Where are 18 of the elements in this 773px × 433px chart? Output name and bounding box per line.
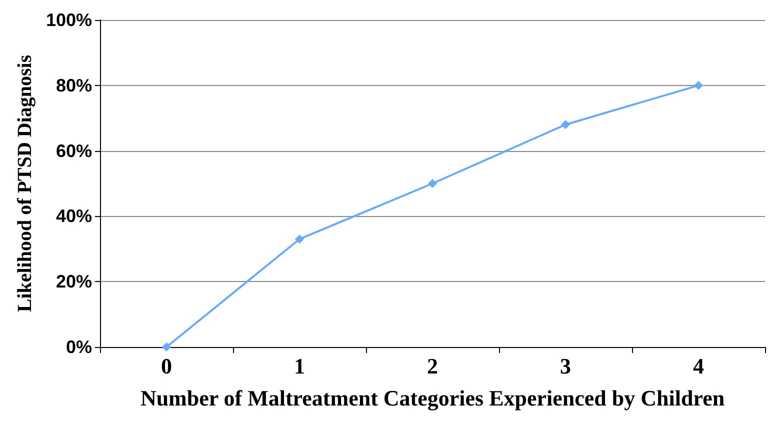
point <box>428 179 437 188</box>
x-tick-label: 0 <box>161 354 172 378</box>
point <box>162 342 171 352</box>
y-tick-label: 100% <box>46 10 92 30</box>
point <box>561 120 570 130</box>
x-tick-label: 4 <box>693 354 704 378</box>
point <box>295 234 304 244</box>
y-tick-label: 80% <box>56 75 92 96</box>
x-tick-label: 3 <box>560 354 571 378</box>
point <box>694 80 703 90</box>
y-axis-title: Likelihood of PTSD Diagnosis <box>14 54 36 312</box>
y-tick-label: 40% <box>56 206 92 226</box>
x-axis-title: Number of Maltreatment Categories Experienced by Children <box>140 386 725 410</box>
x-tick-label: 1 <box>294 354 305 378</box>
x-tick-label: 2 <box>427 354 438 378</box>
y-tick-label: 60% <box>56 140 92 161</box>
y-tick-label: 20% <box>56 272 92 292</box>
y-tick-label: 0% <box>66 337 92 357</box>
